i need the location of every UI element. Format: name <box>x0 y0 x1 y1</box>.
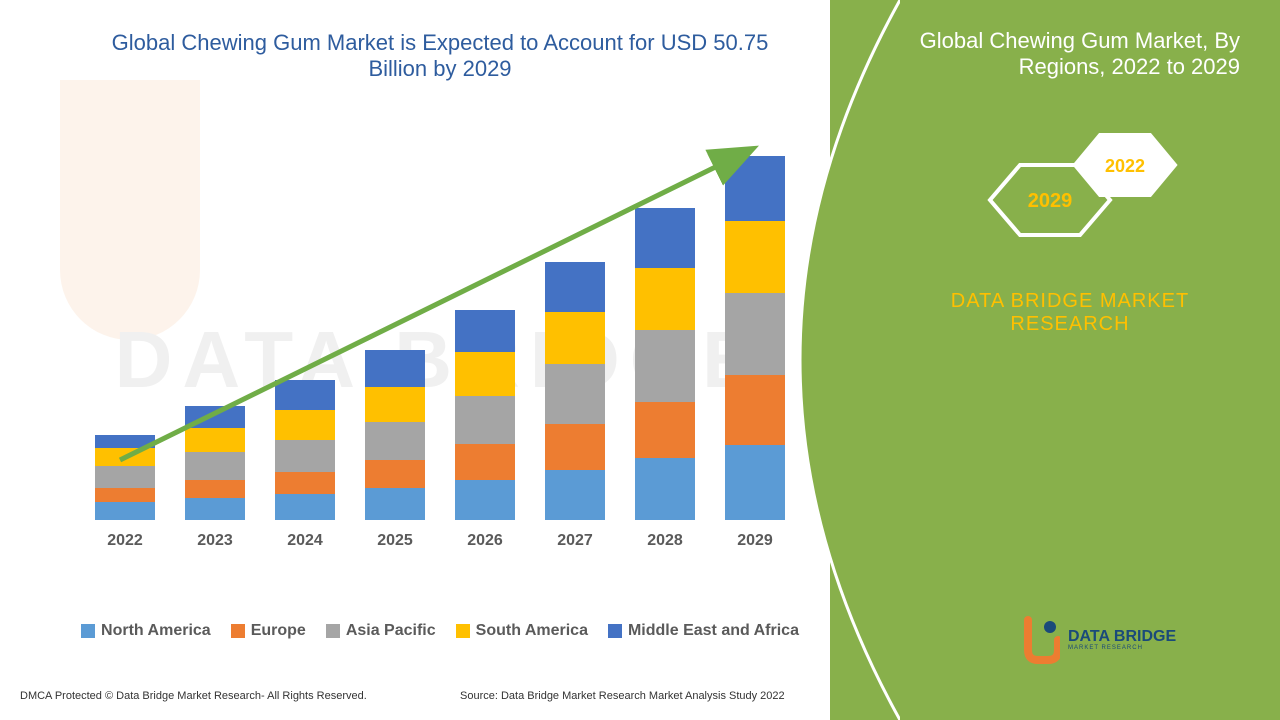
bar-segment <box>365 422 425 460</box>
bar-segment <box>365 488 425 520</box>
bar-segment <box>95 435 155 448</box>
bar-segment <box>185 428 245 452</box>
bar-group-2028 <box>635 208 695 520</box>
brand-text: DATA BRIDGE MARKET RESEARCH <box>920 290 1220 336</box>
legend-label: Europe <box>251 622 306 640</box>
chart-legend: North America Europe Asia Pacific South Ame… <box>60 622 820 640</box>
bar-segment <box>725 221 785 293</box>
legend-item: Europe <box>231 622 306 640</box>
hexagon-badges: 2029 2022 <box>970 120 1190 270</box>
legend-item: South America <box>456 622 588 640</box>
x-axis-labels: 2022 2023 2024 2025 2026 2027 2028 2029 <box>80 532 800 550</box>
bar-segment <box>545 424 605 470</box>
bar-segment <box>95 488 155 502</box>
footer-source: Source: Data Bridge Market Research Mark… <box>460 690 785 702</box>
x-axis-label: 2029 <box>725 532 785 550</box>
bar-segment <box>275 494 335 520</box>
bar-segment <box>635 458 695 520</box>
bar-group-2022 <box>95 435 155 520</box>
bar-segment <box>725 293 785 375</box>
bar-segment <box>95 448 155 466</box>
bar-segment <box>725 375 785 445</box>
bar-segment <box>365 460 425 488</box>
legend-item: Asia Pacific <box>326 622 436 640</box>
bar-segment <box>455 352 515 396</box>
side-panel-title: Global Chewing Gum Market, By Regions, 2… <box>900 28 1240 80</box>
bar-segment <box>635 402 695 458</box>
bar-segment <box>95 466 155 488</box>
legend-item: North America <box>81 622 211 640</box>
side-panel: Global Chewing Gum Market, By Regions, 2… <box>830 0 1280 720</box>
bar-segment <box>365 387 425 422</box>
bar-group-2026 <box>455 310 515 520</box>
bar-segment <box>275 440 335 472</box>
bar-segment <box>725 156 785 221</box>
bars-area <box>80 140 800 520</box>
bar-segment <box>185 452 245 480</box>
bar-group-2029 <box>725 156 785 520</box>
footer-copyright: DMCA Protected © Data Bridge Market Rese… <box>20 690 367 702</box>
bar-group-2025 <box>365 350 425 520</box>
bar-segment <box>455 444 515 480</box>
bar-segment <box>455 480 515 520</box>
legend-label: North America <box>101 622 211 640</box>
legend-swatch <box>456 624 470 638</box>
legend-item: Middle East and Africa <box>608 622 799 640</box>
legend-swatch <box>608 624 622 638</box>
hex-2029-label: 2029 <box>1028 190 1073 212</box>
bar-segment <box>275 472 335 494</box>
logo-text-group: DATA BRIDGE MARKET RESEARCH <box>1068 629 1176 651</box>
hex-2022-label: 2022 <box>1105 156 1145 176</box>
main-chart-area: DATA BRIDGE Global Chewing Gum Market is… <box>0 0 880 720</box>
legend-label: Middle East and Africa <box>628 622 799 640</box>
bar-segment <box>545 312 605 364</box>
logo-main-text: DATA BRIDGE <box>1068 629 1176 645</box>
bar-segment <box>185 406 245 428</box>
legend-swatch <box>81 624 95 638</box>
x-axis-label: 2024 <box>275 532 335 550</box>
bar-segment <box>545 364 605 424</box>
x-axis-label: 2022 <box>95 532 155 550</box>
bar-segment <box>725 445 785 520</box>
bar-segment <box>95 502 155 520</box>
bar-segment <box>545 262 605 312</box>
x-axis-label: 2027 <box>545 532 605 550</box>
chart-title: Global Chewing Gum Market is Expected to… <box>80 30 800 82</box>
bar-segment <box>185 480 245 498</box>
bar-segment <box>635 268 695 330</box>
legend-label: Asia Pacific <box>346 622 436 640</box>
bar-segment <box>635 208 695 268</box>
chart-container: 2022 2023 2024 2025 2026 2027 2028 2029 <box>80 130 800 550</box>
logo-sub-text: MARKET RESEARCH <box>1068 645 1176 651</box>
x-axis-label: 2025 <box>365 532 425 550</box>
x-axis-label: 2026 <box>455 532 515 550</box>
bar-segment <box>185 498 245 520</box>
bar-group-2023 <box>185 406 245 520</box>
bar-segment <box>455 310 515 352</box>
x-axis-label: 2023 <box>185 532 245 550</box>
logo-mark-icon <box>1020 615 1060 665</box>
bar-segment <box>545 470 605 520</box>
legend-swatch <box>326 624 340 638</box>
legend-label: South America <box>476 622 588 640</box>
logo: DATA BRIDGE MARKET RESEARCH <box>1020 610 1220 670</box>
bar-segment <box>635 330 695 402</box>
bar-segment <box>275 410 335 440</box>
bar-group-2024 <box>275 380 335 520</box>
bar-segment <box>455 396 515 444</box>
legend-swatch <box>231 624 245 638</box>
bar-segment <box>275 380 335 410</box>
bar-group-2027 <box>545 262 605 520</box>
x-axis-label: 2028 <box>635 532 695 550</box>
bar-segment <box>365 350 425 387</box>
